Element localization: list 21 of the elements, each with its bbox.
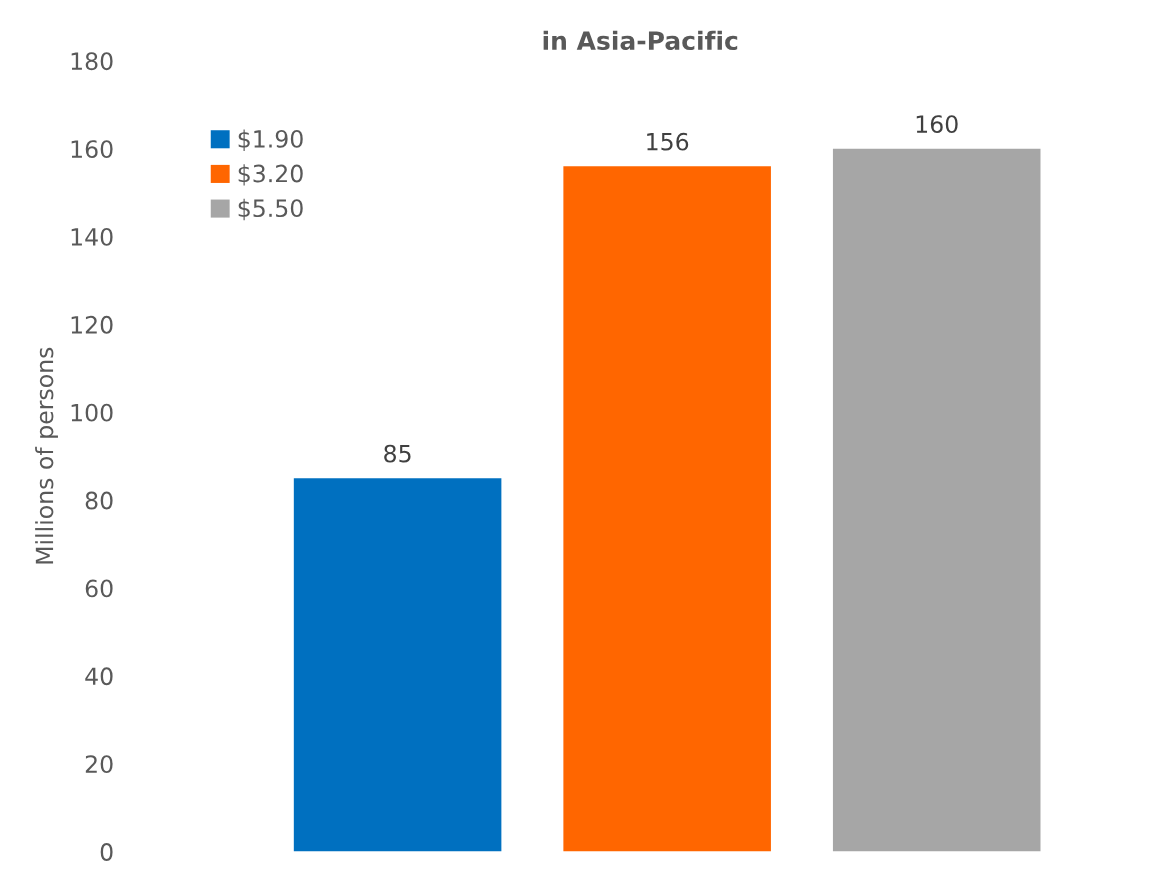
y-tick-label: 80 xyxy=(85,491,113,510)
bar xyxy=(563,166,771,852)
legend-label: $3.20 xyxy=(238,164,303,186)
y-tick-label: 20 xyxy=(85,755,113,774)
legend-label: $5.50 xyxy=(238,198,303,221)
y-tick-label: 60 xyxy=(85,579,113,598)
y-tick-label: 100 xyxy=(71,403,113,422)
y-tick-label: 0 xyxy=(100,843,113,861)
y-tick-label: 160 xyxy=(71,140,113,158)
legend-label: $1.90 xyxy=(238,129,303,151)
y-tick-label: 40 xyxy=(85,667,113,686)
y-tick-label: 140 xyxy=(71,228,113,246)
y-axis-title: Millions of persons xyxy=(35,347,58,564)
data-label: 156 xyxy=(647,132,689,151)
data-label: 85 xyxy=(384,444,411,463)
chart-title: in Asia-Pacific xyxy=(543,30,738,51)
y-tick-label: 120 xyxy=(71,315,113,334)
bar xyxy=(293,478,502,852)
bar xyxy=(832,148,1041,852)
data-label: 160 xyxy=(916,115,958,134)
y-tick-label: 180 xyxy=(71,52,113,71)
